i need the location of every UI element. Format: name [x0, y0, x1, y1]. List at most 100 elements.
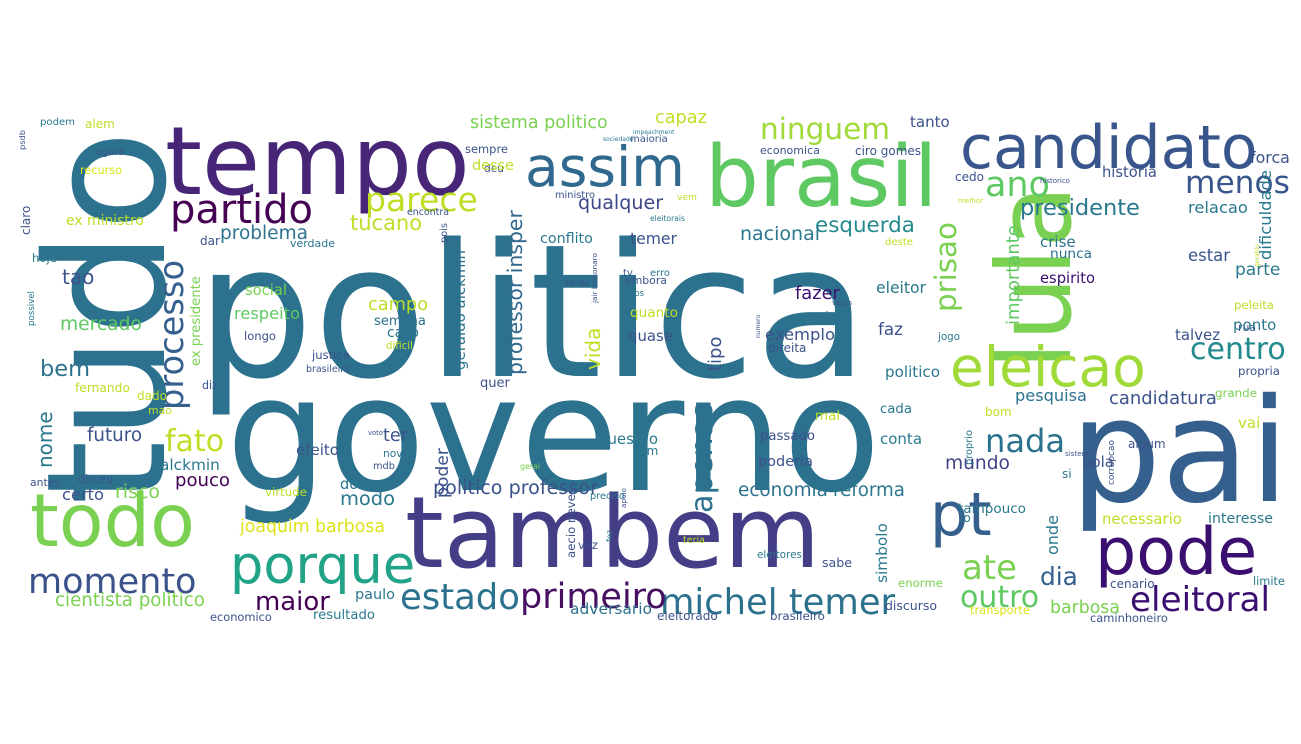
word-proprio: proprio	[964, 430, 975, 465]
word-lo: lo	[960, 511, 971, 525]
word-jair-bolsonaro: jair bolsonaro	[590, 253, 599, 303]
word-passado: passado	[760, 429, 815, 444]
word-tampouco: tampouco	[958, 501, 1026, 517]
word-impeachment: impeachment	[633, 129, 675, 136]
word-todo: todo	[30, 479, 196, 564]
word-quase: quase	[628, 327, 673, 345]
word-grande: grande	[1215, 386, 1258, 400]
word-tambem: tambem	[405, 476, 821, 591]
word-claro: claro	[19, 205, 33, 235]
word-limite: limite	[1253, 574, 1285, 588]
word-tempo: tempo	[165, 107, 470, 217]
word-menos: menos	[1185, 165, 1290, 201]
word-poder: poder	[433, 448, 453, 498]
word-diz: diz	[202, 379, 218, 392]
word-maioria: maioria	[630, 134, 668, 145]
word-certo: certo	[62, 485, 104, 504]
word-cada: cada	[880, 402, 912, 417]
word-estado: estado	[400, 577, 520, 618]
word-social: social	[245, 282, 287, 299]
word-tipo: tipo	[705, 336, 726, 372]
word-eleitores: eleitores	[757, 549, 802, 561]
word-tao: tao	[62, 265, 95, 289]
word-temer: temer	[630, 230, 677, 248]
word-dirceu: dirceu	[78, 473, 113, 486]
word-modo: modo	[340, 487, 396, 510]
word-jogo: jogo	[938, 331, 960, 343]
word-parece: parece	[365, 180, 478, 219]
word-aecio-neves: aecio neves	[564, 488, 578, 558]
word-geral: geral	[520, 462, 540, 471]
word-dado: dado	[137, 389, 167, 403]
word-algum: algum	[1128, 437, 1166, 451]
word-assim: assim	[525, 135, 685, 199]
word-ex-ministro: ex ministro	[66, 213, 144, 229]
word-ter: ter	[383, 426, 408, 446]
word-politica: politica	[196, 204, 869, 420]
word-dois: dois	[340, 476, 370, 493]
word-processo: processo	[152, 259, 191, 410]
word-governo: governo	[226, 341, 881, 528]
word-tucano: tucano	[350, 211, 423, 235]
word-podem: podem	[40, 117, 75, 128]
word-caso: caso	[387, 325, 419, 341]
word-mundo: mundo	[945, 453, 1010, 474]
word-verdade: verdade	[290, 237, 335, 250]
word-eleitor: eleitor	[876, 279, 926, 297]
word-cenario: cenario	[1110, 577, 1155, 591]
word-bom: bom	[985, 405, 1012, 419]
word-dificil: dificil	[386, 341, 413, 352]
word-psdb: psdb	[17, 130, 27, 150]
word-mdb: mdb	[373, 461, 396, 472]
word-reforma: reforma	[833, 480, 905, 501]
word-mal: mal	[815, 409, 841, 424]
word-sociedade: sociedade	[603, 136, 634, 143]
word-eleitorado: eleitorado	[657, 609, 718, 623]
word-vez: vez	[578, 538, 598, 552]
word-ponto: ponto	[1233, 316, 1277, 334]
word-encontra: encontra	[407, 207, 449, 218]
word-talvez: talvez	[1175, 326, 1221, 344]
word-geraldo: geraldo	[1254, 244, 1261, 267]
word-economica: economica	[760, 144, 820, 157]
word-si: si	[1062, 467, 1072, 481]
word-erro: erro	[650, 268, 670, 279]
word-porque: porque	[230, 535, 416, 596]
word-cedo: cedo	[955, 170, 984, 184]
word-faz: faz	[878, 319, 903, 339]
word-apos: apos	[624, 288, 644, 298]
word-capaz: capaz	[655, 108, 707, 128]
word-conta: conta	[880, 430, 923, 448]
word-sistema-politico: sistema politico	[470, 113, 608, 133]
word-michel-temer: michel temer	[660, 582, 896, 623]
word-peleita: peleita	[1234, 298, 1274, 312]
word-parte: parte	[1235, 260, 1281, 280]
word-fazer: fazer	[795, 283, 840, 304]
word-sempre: sempre	[465, 142, 508, 156]
word-caminhoneiro: caminhoneiro	[1090, 611, 1168, 625]
word-paulo: paulo	[355, 587, 396, 603]
word-transporte: transporte	[970, 603, 1030, 617]
word-discurso: discurso	[885, 598, 938, 613]
word-recurso: recurso	[80, 164, 122, 177]
word-bola: bola	[1082, 453, 1114, 471]
word-vida: vida	[581, 327, 605, 370]
word-novo: novo	[383, 447, 409, 460]
word-teria: teria	[683, 535, 705, 546]
word-barbosa: barbosa	[1050, 598, 1120, 618]
word-virtude: virtude	[265, 485, 307, 499]
word-ministro: ministro	[555, 190, 595, 201]
word-centro: centro	[1190, 332, 1286, 367]
word-deu: deu	[484, 162, 505, 175]
word-hoje: hoje	[32, 251, 57, 265]
word-brasileiro: brasileiro	[770, 609, 825, 623]
word-dar: dar	[200, 234, 220, 248]
word-direita: direita	[768, 341, 807, 355]
word-eleitoral: eleitoral	[1130, 580, 1271, 620]
word-vezes: vezes	[832, 299, 852, 307]
word-interesse: interesse	[1208, 511, 1273, 527]
word-campo: campo	[368, 295, 429, 315]
word-qualquer: qualquer	[578, 191, 664, 214]
word-nome: nome	[33, 411, 57, 468]
